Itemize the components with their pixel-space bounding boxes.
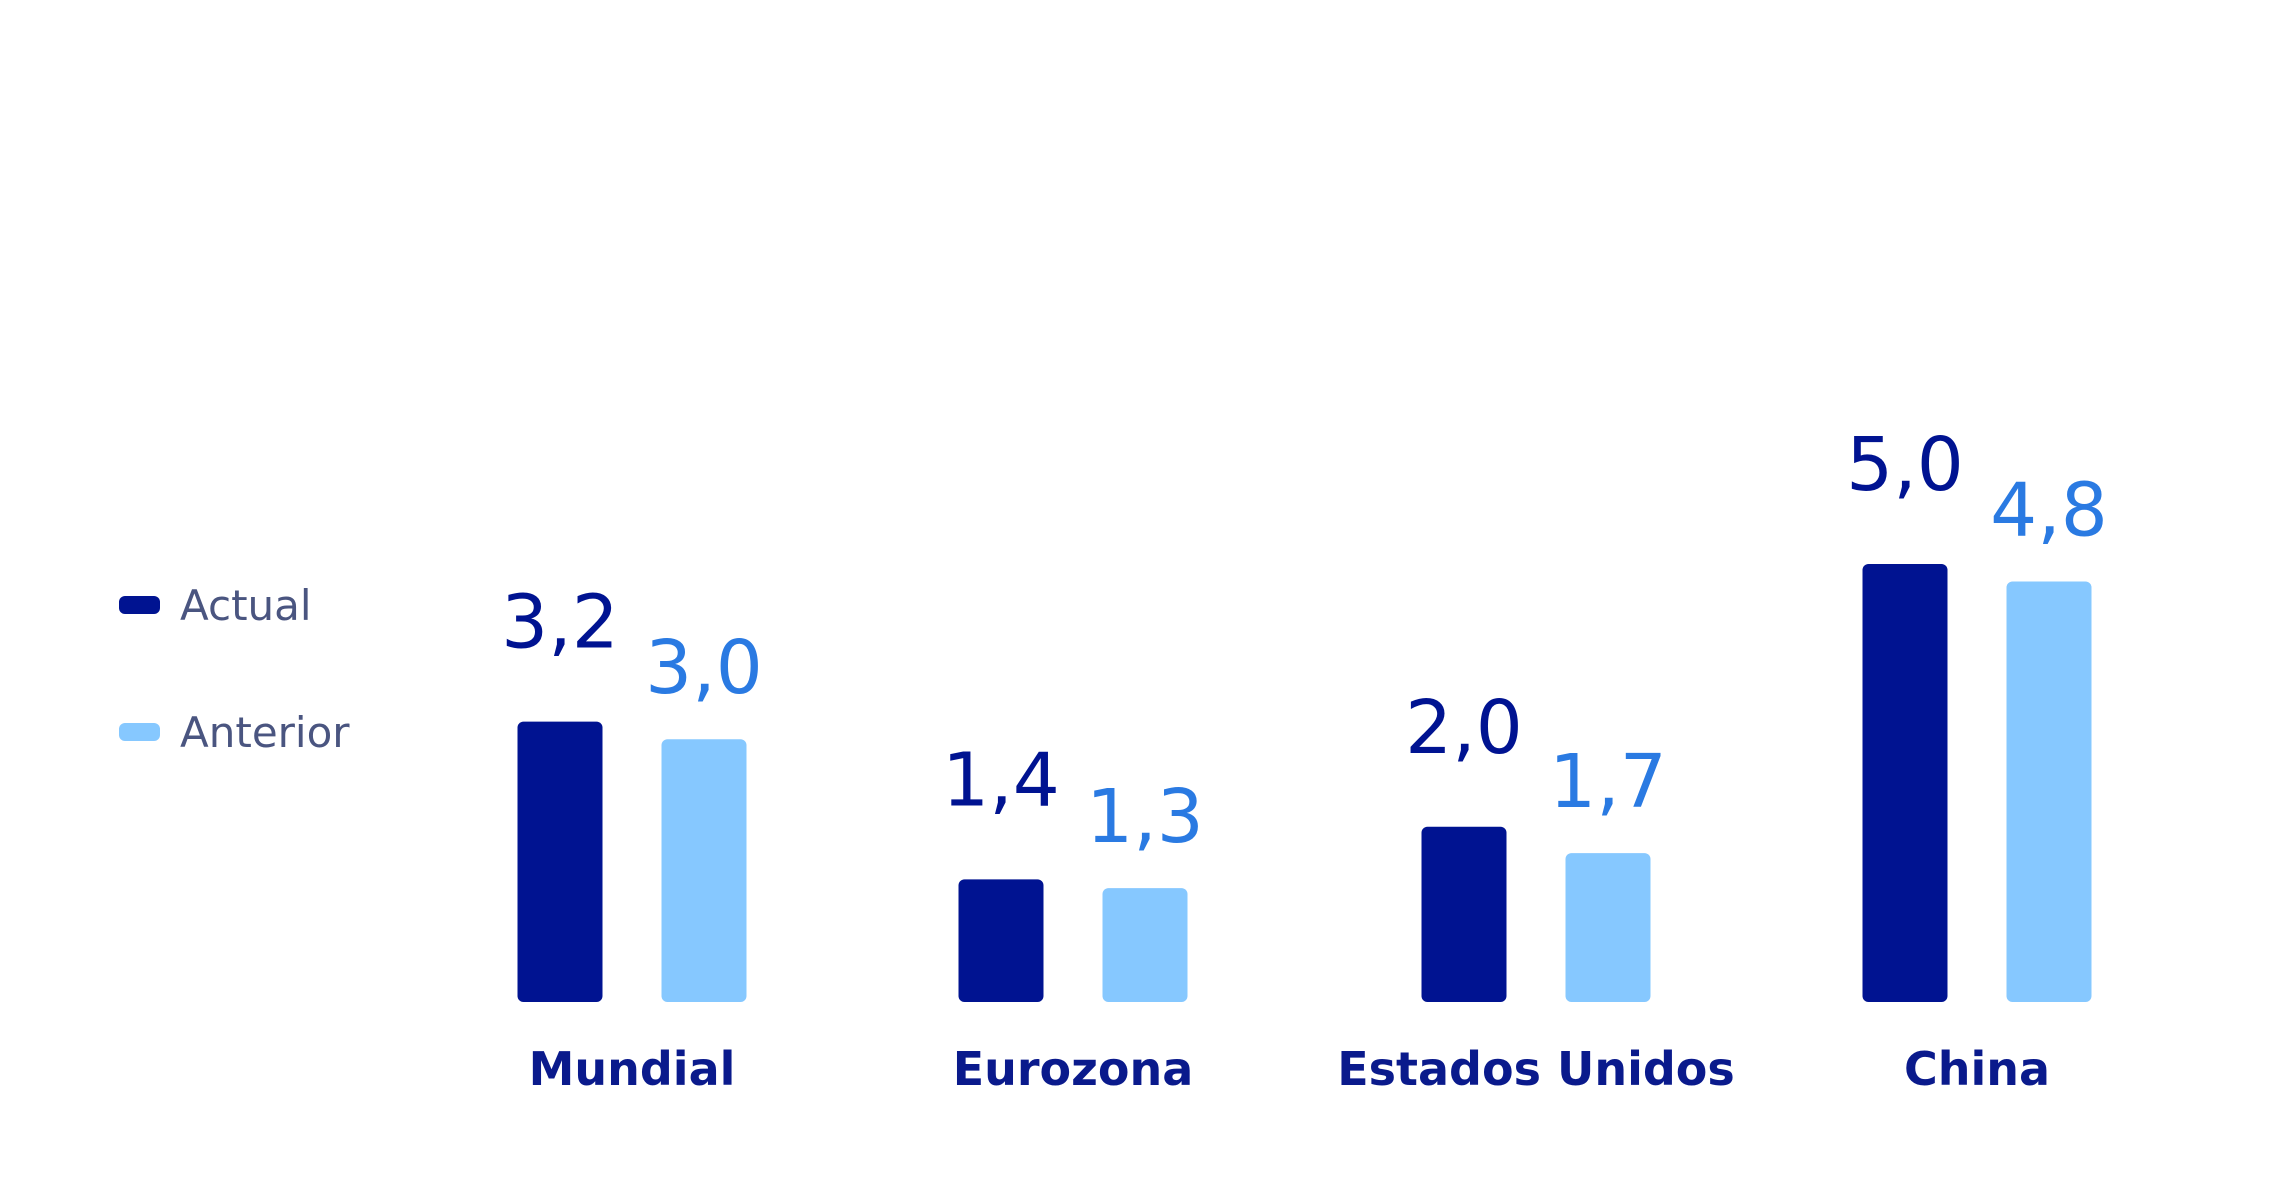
value-label: 1,4 bbox=[942, 737, 1060, 823]
legend-swatch bbox=[119, 596, 160, 614]
value-label: 3,0 bbox=[645, 625, 763, 711]
legend-label: Actual bbox=[180, 581, 312, 630]
x-tick-label: Eurozona bbox=[953, 1042, 1194, 1096]
value-label: 5,0 bbox=[1846, 422, 1964, 508]
legend-label: Anterior bbox=[180, 708, 350, 757]
bar bbox=[1102, 888, 1188, 1002]
value-label: 3,2 bbox=[501, 580, 619, 666]
bar bbox=[517, 721, 603, 1002]
legend-swatch bbox=[119, 723, 160, 741]
x-tick-label: China bbox=[1904, 1042, 2050, 1096]
x-tick-label: Mundial bbox=[529, 1042, 736, 1096]
bar bbox=[2006, 581, 2092, 1002]
bar bbox=[1862, 564, 1948, 1002]
bar bbox=[958, 879, 1044, 1002]
value-label: 1,3 bbox=[1086, 774, 1204, 860]
bar bbox=[1421, 826, 1507, 1002]
bar bbox=[661, 739, 747, 1002]
value-label: 2,0 bbox=[1405, 685, 1523, 771]
value-label: 4,8 bbox=[1990, 468, 2108, 554]
bar bbox=[1565, 853, 1651, 1002]
value-label: 1,7 bbox=[1549, 739, 1667, 825]
x-tick-label: Estados Unidos bbox=[1337, 1042, 1735, 1096]
